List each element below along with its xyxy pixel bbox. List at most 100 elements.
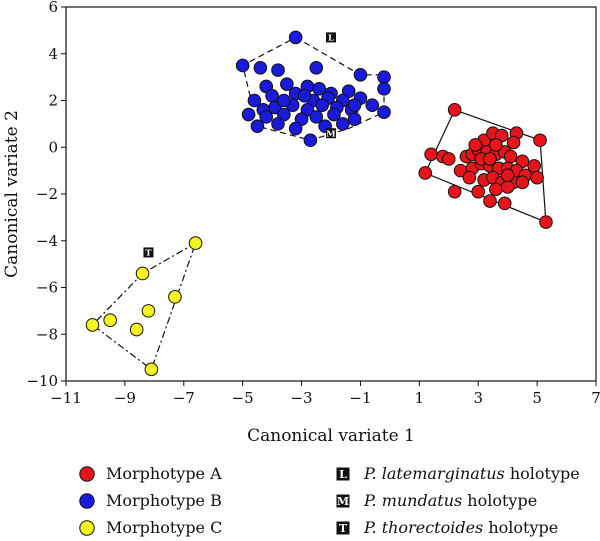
legend-holotype-suffix: holotype (462, 491, 537, 510)
holotype-marker: M (326, 128, 336, 139)
data-point (85, 318, 100, 332)
holotype-marker-box (336, 521, 350, 535)
legend-holotype-label: P. mundatus holotype (363, 491, 537, 510)
data-point (271, 117, 285, 131)
data-point (377, 70, 391, 84)
data-point (235, 58, 250, 73)
x-axis-label: Canonical variate 1 (247, 426, 415, 446)
legend: Morphotype A Morphotype B Morphotype C L P. … (79, 464, 580, 537)
data-point (483, 152, 497, 166)
y-tick-label: 6 (48, 0, 58, 16)
data-point (418, 166, 433, 180)
data-point (288, 30, 303, 45)
data-point (377, 105, 391, 119)
legend-swatch (79, 466, 95, 482)
holotype-marker-letter: T (339, 522, 348, 535)
data-point (253, 60, 268, 75)
data-point (247, 93, 262, 108)
data-point (530, 170, 544, 185)
legend-holotype-suffix: holotype (505, 464, 580, 483)
x-tick-label: 3 (473, 389, 483, 407)
legend-label: Morphotype C (106, 518, 222, 537)
holotype-marker-box (326, 32, 336, 43)
data-point (347, 112, 362, 126)
data-point (447, 103, 462, 117)
data-point (497, 196, 512, 211)
x-tick-label: −5 (232, 389, 254, 407)
data-point (424, 147, 438, 162)
data-point (188, 236, 203, 250)
data-point (500, 180, 515, 194)
holotype-marker-letter: L (339, 468, 347, 481)
data-point (241, 107, 256, 122)
legend-holotype-name: P. thorectoides (363, 518, 483, 537)
data-point (280, 77, 294, 91)
data-point (471, 184, 486, 199)
data-point (259, 110, 274, 124)
data-point (103, 313, 117, 328)
holotype-marker-letter: M (337, 495, 349, 508)
legend-holotype-suffix: holotype (483, 518, 558, 537)
legend-holotype-glyph: T (336, 521, 350, 535)
legend-holotype-glyph: L (336, 467, 350, 481)
data-point (327, 107, 341, 122)
x-tick-label: 7 (591, 389, 600, 407)
holotype-marker-letter: L (328, 34, 334, 44)
data-point (447, 184, 462, 199)
point-layer (85, 30, 553, 377)
y-tick-label: 0 (48, 138, 58, 156)
data-point (515, 175, 530, 190)
x-tick-label: 1 (415, 389, 425, 407)
legend-label: Morphotype A (106, 464, 222, 483)
x-tick-label: −3 (290, 389, 312, 407)
data-point (489, 182, 503, 197)
legend-holotype-glyph: M (336, 494, 350, 508)
x-tick-label: 5 (532, 389, 542, 407)
data-point (353, 67, 368, 82)
plot-frame (65, 6, 597, 382)
holotype-marker-box (326, 128, 336, 139)
data-point (303, 133, 318, 148)
data-point (347, 98, 362, 112)
data-point (144, 362, 159, 377)
y-tick-label: −4 (36, 232, 58, 250)
data-point (271, 63, 285, 77)
data-point (309, 110, 324, 124)
holotype-marker: T (143, 247, 154, 259)
y-tick-label: −8 (36, 325, 58, 343)
holotype-markers: L M T (143, 32, 336, 259)
legend-holotype-name: P. latemarginatus (363, 464, 505, 483)
data-point (441, 152, 456, 166)
holotype-marker: L (326, 32, 336, 44)
data-point (265, 89, 279, 103)
data-point (297, 89, 312, 103)
legend-holotype-label: P. thorectoides holotype (363, 518, 558, 537)
holotype-marker-box (143, 247, 154, 258)
data-point (277, 93, 291, 108)
data-point (312, 82, 327, 96)
data-point (462, 170, 477, 185)
data-point (483, 194, 497, 208)
data-point (315, 98, 329, 112)
y-axis-label: Canonical variate 2 (2, 110, 22, 278)
y-tick-label: 4 (48, 45, 58, 63)
hull-2 (242, 36, 385, 141)
legend-holotype-name: P. mundatus (363, 491, 462, 510)
x-tick-label: −9 (114, 389, 136, 407)
data-point (533, 133, 547, 148)
data-point (268, 100, 282, 115)
data-point (489, 138, 503, 152)
legend-swatch (79, 493, 95, 509)
data-point (503, 149, 518, 164)
data-point (288, 121, 303, 136)
legend-swatch (79, 520, 95, 536)
y-tick-label: −2 (36, 185, 58, 203)
x-tick-label: −7 (173, 389, 195, 407)
data-point (250, 119, 265, 134)
data-point (309, 60, 324, 75)
legend-label: Morphotype B (106, 491, 222, 510)
data-point (365, 98, 380, 112)
x-tick-label: −1 (349, 389, 371, 407)
y-tick-label: −10 (26, 372, 58, 390)
